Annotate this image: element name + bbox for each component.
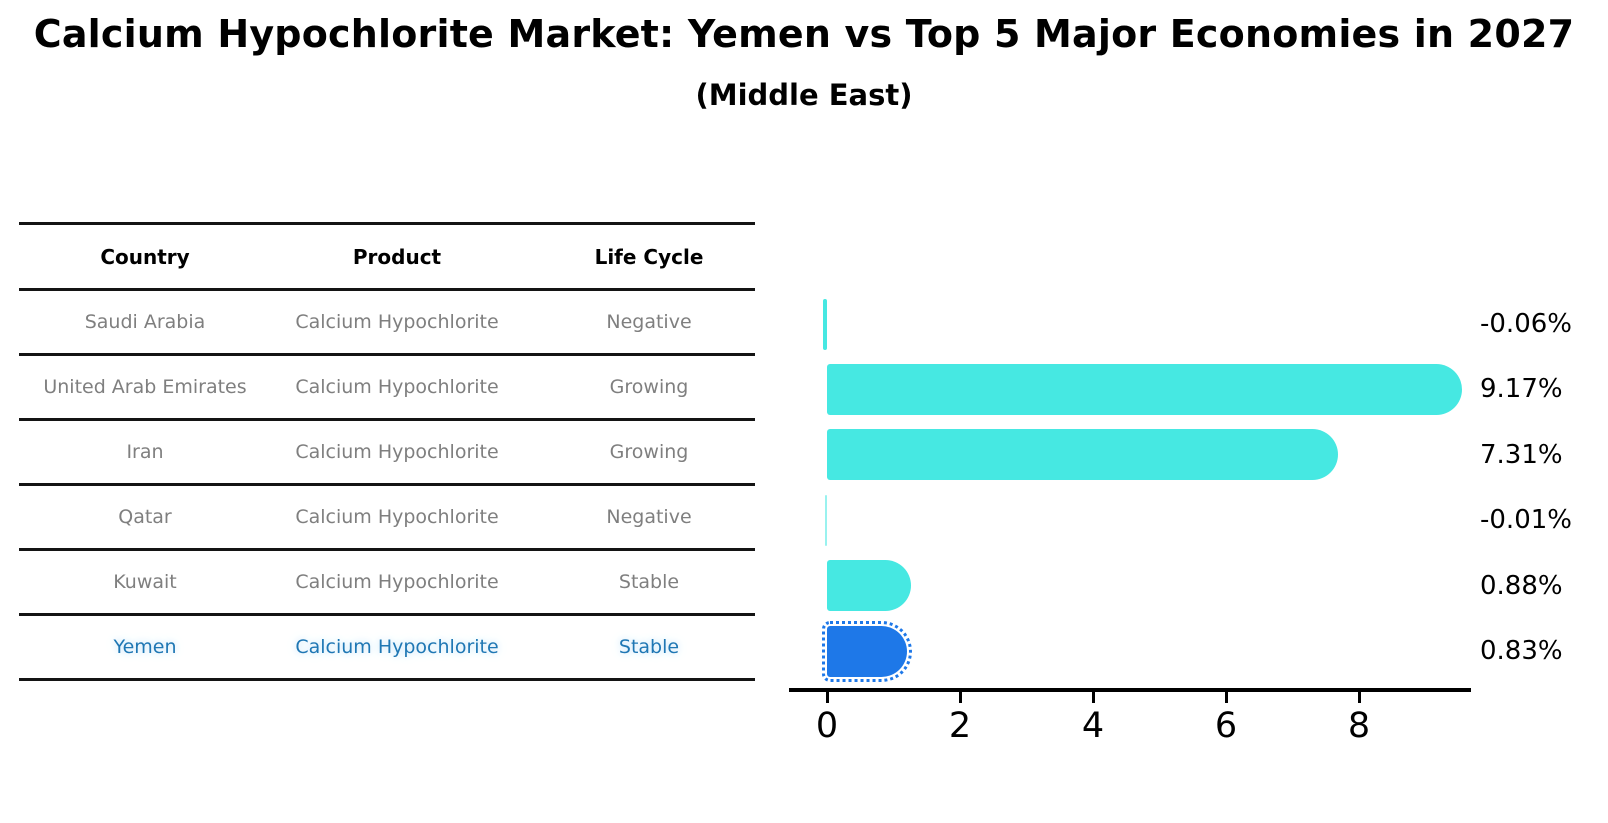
table-cell-country: Iran bbox=[126, 441, 164, 463]
bar-value-label: 0.83% bbox=[1480, 636, 1563, 666]
x-axis-tick bbox=[959, 692, 962, 703]
table-cell-product: Calcium Hypochlorite bbox=[295, 311, 499, 333]
table-cell-product: Calcium Hypochlorite bbox=[295, 571, 499, 593]
table-cell-product: Calcium Hypochlorite bbox=[295, 441, 499, 463]
table-rule bbox=[19, 222, 755, 225]
table-cell-life_cycle: Stable bbox=[618, 636, 680, 658]
table-cell-country: United Arab Emirates bbox=[43, 376, 247, 398]
table-rule bbox=[19, 483, 755, 486]
chart-subtitle: (Middle East) bbox=[695, 78, 913, 112]
table-rule bbox=[19, 548, 755, 551]
bar-value-label: 9.17% bbox=[1480, 374, 1563, 405]
bar-yemen bbox=[821, 620, 913, 682]
bar-value-label: -0.06% bbox=[1480, 309, 1572, 339]
table-cell-country: Saudi Arabia bbox=[84, 311, 206, 333]
table-cell-life_cycle: Negative bbox=[606, 506, 692, 528]
table-cell-country: Kuwait bbox=[113, 571, 177, 593]
x-axis-tick-label: 6 bbox=[1214, 706, 1238, 746]
x-axis-tick-label: 2 bbox=[948, 706, 972, 746]
table-header-cell: Product bbox=[352, 245, 442, 269]
table-rule bbox=[19, 353, 755, 356]
table-cell-country: Yemen bbox=[113, 636, 177, 658]
table-cell-life_cycle: Stable bbox=[618, 571, 680, 593]
bar-value-label: 0.88% bbox=[1480, 570, 1563, 601]
table-rule bbox=[19, 613, 755, 616]
table-rule bbox=[19, 418, 755, 421]
bar-united-arab-emirates bbox=[827, 363, 1462, 415]
table-header-cell: Life Cycle bbox=[594, 245, 704, 269]
bar-qatar bbox=[825, 494, 827, 546]
bar-kuwait bbox=[827, 560, 911, 612]
table-cell-life_cycle: Growing bbox=[609, 376, 689, 398]
table-rule bbox=[19, 678, 755, 681]
table-cell-life_cycle: Growing bbox=[609, 441, 689, 463]
x-axis-tick bbox=[1225, 692, 1228, 703]
bar-value-label: 7.31% bbox=[1480, 439, 1563, 470]
x-axis bbox=[789, 688, 1471, 692]
table-rule bbox=[19, 288, 755, 291]
x-axis-tick-label: 0 bbox=[815, 706, 839, 746]
x-axis-tick-label: 8 bbox=[1347, 706, 1371, 746]
bar-saudi-arabia bbox=[823, 298, 827, 350]
bar-value-label: -0.01% bbox=[1480, 505, 1572, 536]
table-header-cell: Country bbox=[100, 245, 190, 269]
table-cell-product: Calcium Hypochlorite bbox=[295, 376, 499, 398]
chart-title: Calcium Hypochlorite Market: Yemen vs To… bbox=[33, 12, 1575, 56]
table-cell-life_cycle: Negative bbox=[606, 311, 692, 333]
x-axis-tick-label: 4 bbox=[1081, 706, 1105, 746]
table-cell-product: Calcium Hypochlorite bbox=[295, 506, 499, 528]
x-axis-tick bbox=[1092, 692, 1095, 703]
table-cell-country: Qatar bbox=[118, 506, 172, 528]
table-cell-product: Calcium Hypochlorite bbox=[295, 636, 499, 658]
x-axis-tick bbox=[1358, 692, 1361, 703]
bar-iran bbox=[827, 429, 1339, 481]
x-axis-tick bbox=[826, 692, 829, 703]
